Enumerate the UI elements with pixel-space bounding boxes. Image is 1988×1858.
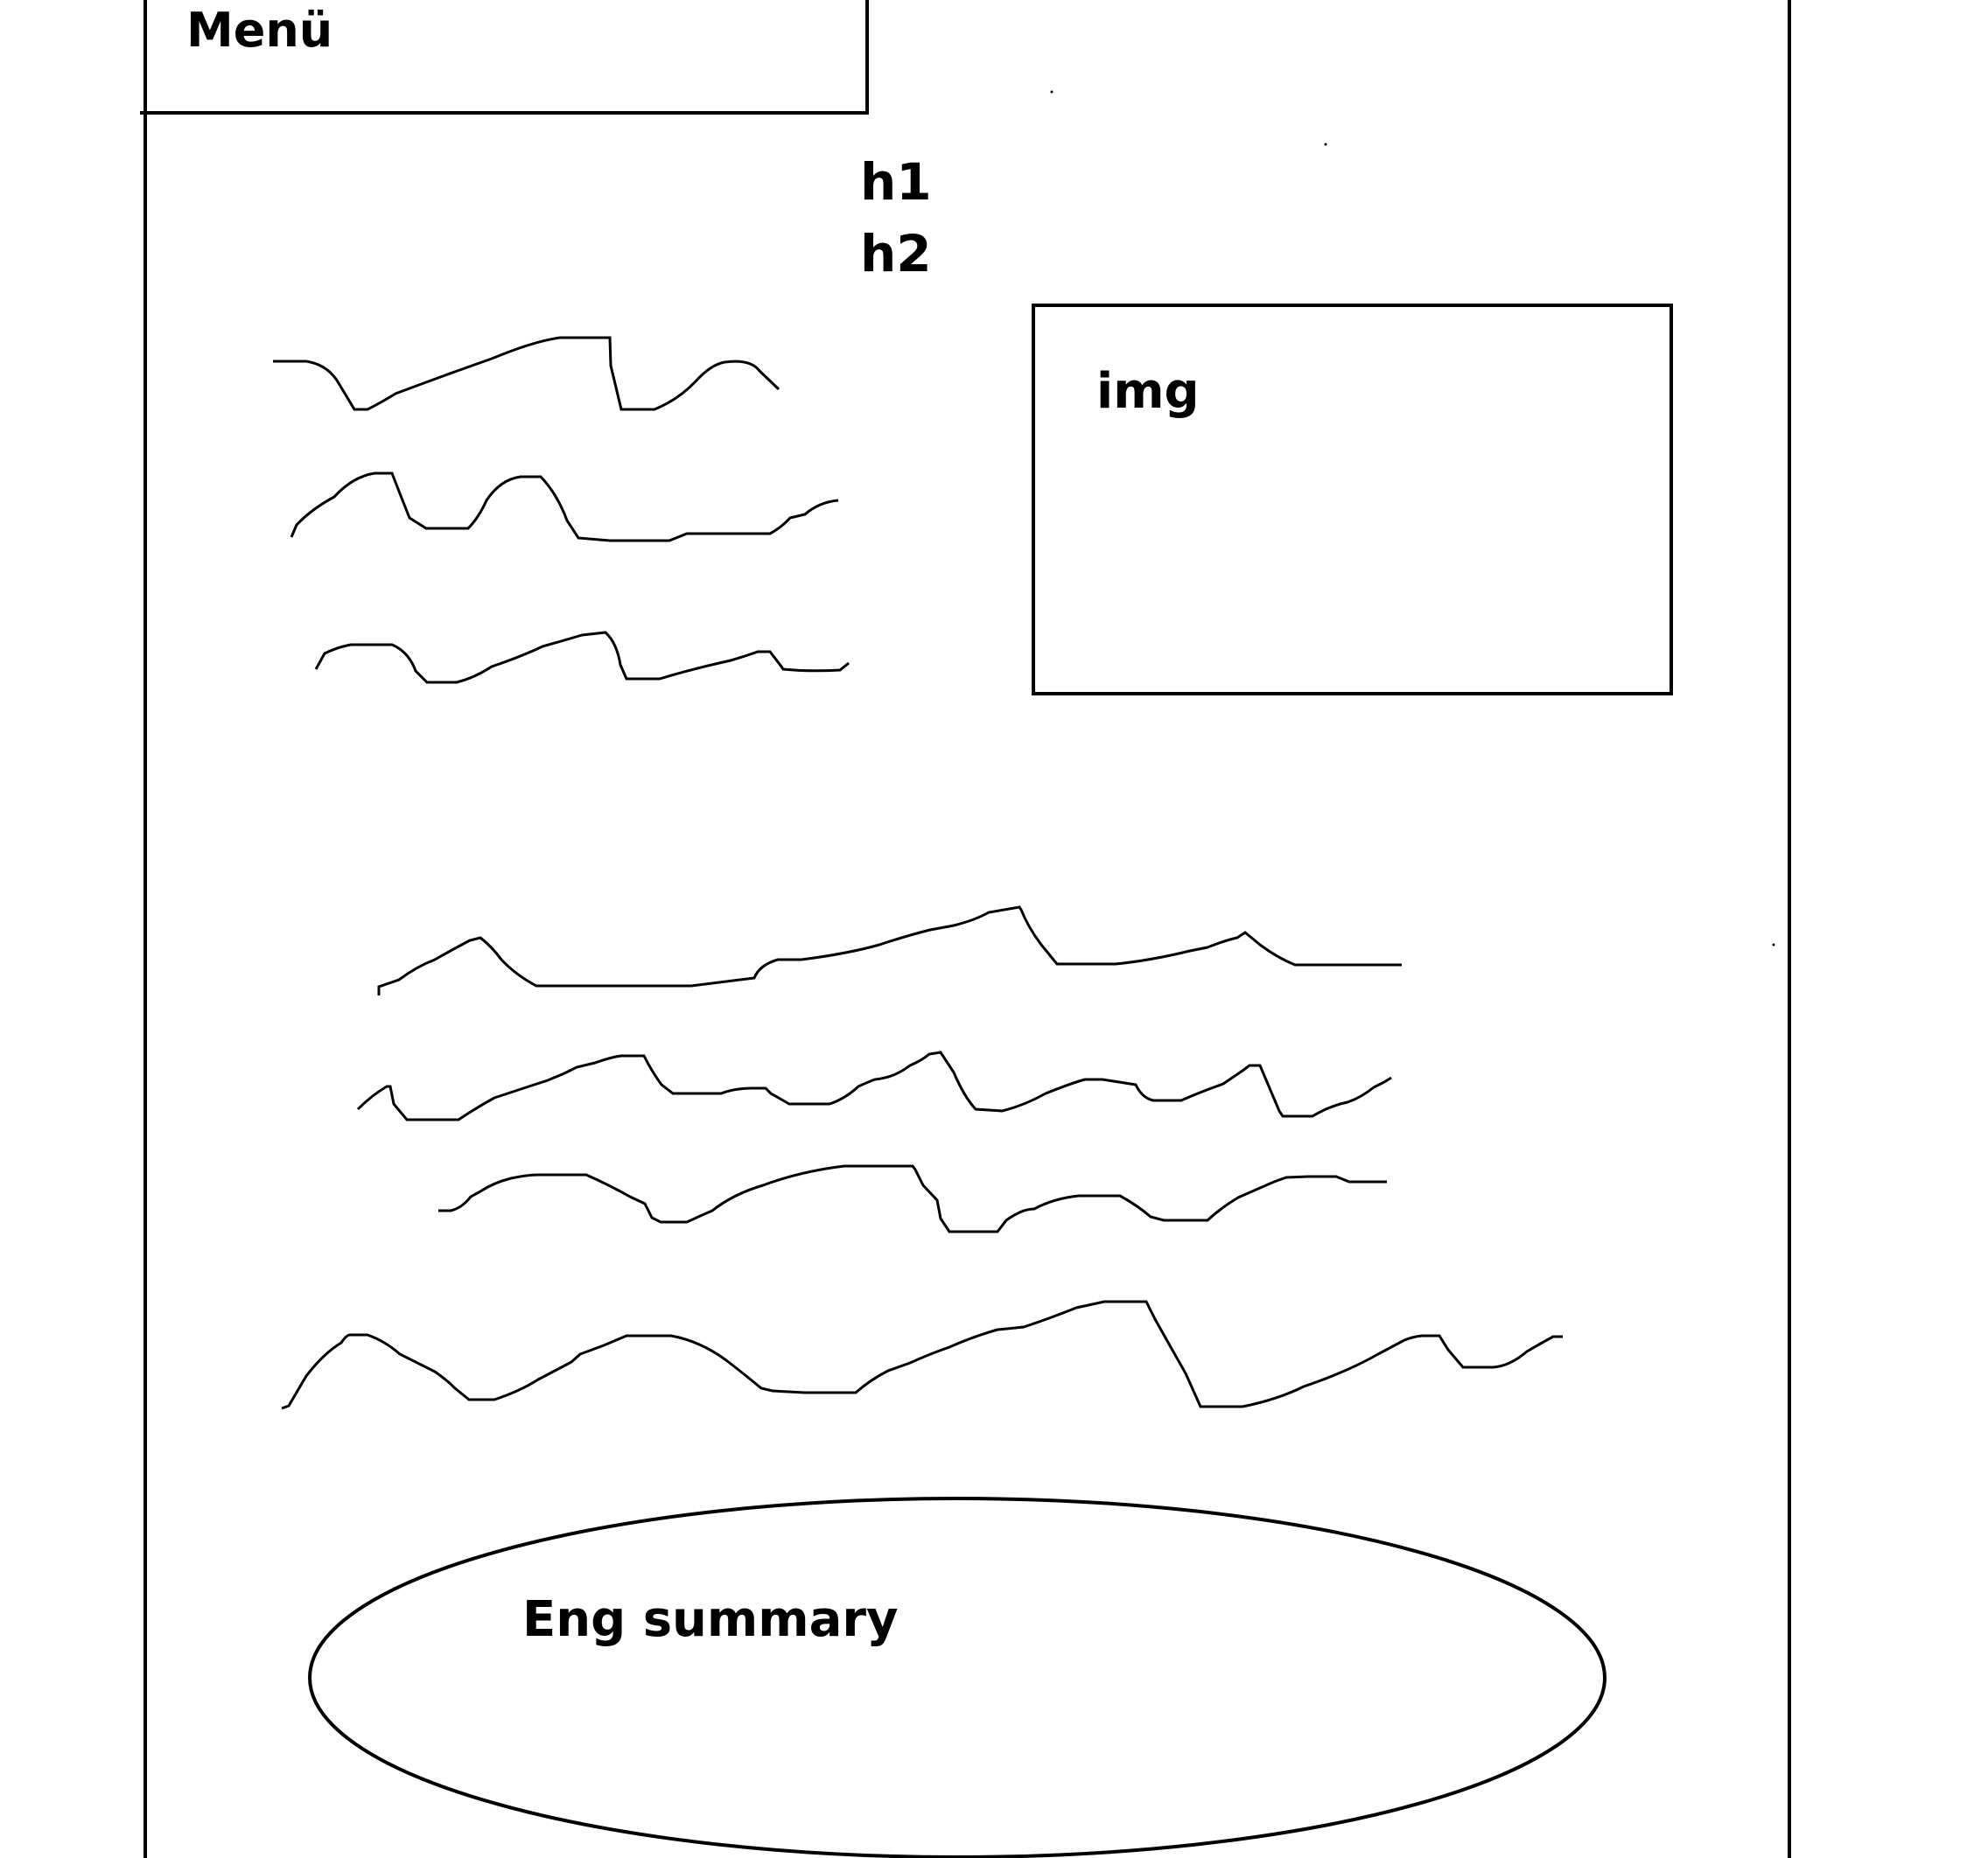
h2-heading: h2	[860, 224, 932, 283]
image-placeholder-label: img	[1096, 363, 1200, 420]
summary-ellipse-outline	[308, 1497, 1606, 1858]
stray-dot	[1050, 90, 1054, 94]
summary-label: Eng summary	[522, 1591, 899, 1648]
menu-label: Menü	[186, 3, 332, 58]
text-scribble-line	[273, 336, 780, 411]
text-scribble-line	[438, 1164, 1387, 1233]
stray-dot	[1324, 143, 1327, 146]
h1-heading: h1	[860, 152, 932, 212]
stray-dot	[1772, 943, 1775, 946]
text-scribble-line	[281, 1300, 1563, 1410]
image-placeholder: img	[1032, 304, 1673, 695]
summary-ellipse: Eng summary	[308, 1497, 1606, 1858]
image-placeholder-frame	[1032, 304, 1673, 695]
text-scribbles	[273, 336, 1563, 1410]
menu-box[interactable]: Menü	[140, 0, 869, 115]
text-scribble-line	[377, 905, 1402, 995]
text-scribble-line	[356, 1051, 1392, 1121]
text-scribble-line	[314, 631, 850, 684]
text-scribble-line	[290, 471, 839, 542]
